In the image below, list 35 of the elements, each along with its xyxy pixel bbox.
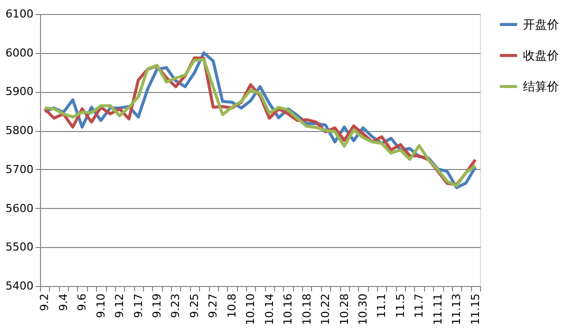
y-tick-label: 5800: [6, 124, 34, 138]
x-tick-label: 9.12: [113, 294, 126, 318]
legend-label: 结算价: [523, 80, 559, 94]
legend-label: 开盘价: [523, 18, 559, 32]
x-tick-label: 10.18: [300, 294, 314, 325]
y-tick-label: 5400: [6, 280, 34, 292]
legend-label: 收盘价: [523, 48, 559, 62]
y-tick-label: 5600: [6, 202, 34, 215]
x-tick-label: 11.5: [394, 294, 407, 318]
x-tick-label: 9.6: [76, 294, 89, 311]
x-tick-label: 9.25: [188, 294, 201, 318]
x-tick-label: 10.28: [338, 294, 351, 325]
x-tick-label: 11.13: [450, 294, 464, 325]
x-tick-label: 10.30: [356, 294, 370, 325]
x-tick-label: 9.19: [150, 294, 164, 318]
x-tick-label: 10.8: [225, 294, 238, 318]
x-tick-label: 10.22: [319, 294, 332, 325]
x-tick-label: 9.23: [169, 294, 182, 318]
x-tick-label: 9.27: [206, 294, 220, 318]
x-tick-label: 10.14: [262, 294, 276, 325]
x-tick-label: 9.10: [94, 294, 108, 318]
y-tick-label: 6000: [6, 46, 34, 60]
y-tick-label: 6100: [6, 8, 34, 20]
x-tick-label: 9.2: [38, 294, 52, 311]
x-tick-label: 10.10: [244, 294, 258, 325]
x-tick-label: 9.17: [132, 294, 145, 318]
x-tick-label: 11.15: [468, 294, 482, 325]
y-tick-label: 5900: [6, 85, 34, 98]
x-tick-label: 11.11: [431, 294, 444, 325]
y-tick-label: 5500: [6, 240, 34, 254]
x-tick-label: 10.16: [282, 294, 295, 325]
x-tick-label: 11.1: [375, 294, 388, 318]
x-tick-label: 9.4: [56, 294, 70, 311]
y-tick-label: 5700: [6, 162, 34, 176]
x-tick-label: 11.7: [412, 294, 426, 318]
